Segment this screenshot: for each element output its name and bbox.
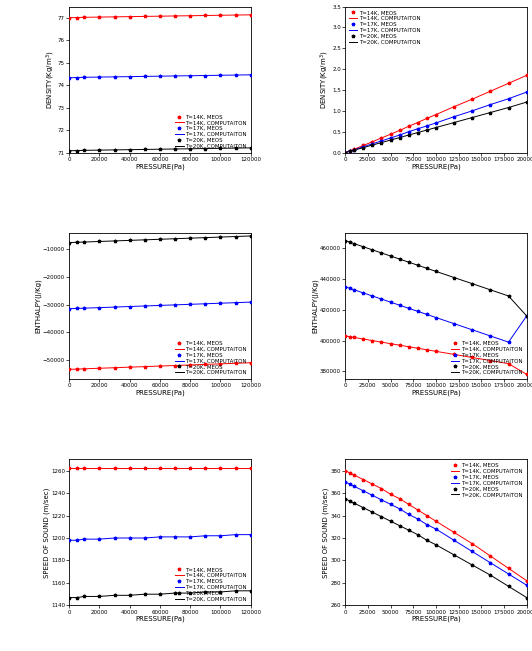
X-axis label: PRESSURE(Pa): PRESSURE(Pa): [411, 163, 461, 170]
Legend: T=14K, MEOS, T=14K, COMPUTAITON, T=17K, MEOS, T=17K, COMPUTAITON, T=20K, MEOS, T: T=14K, MEOS, T=14K, COMPUTAITON, T=17K, …: [348, 9, 422, 46]
Y-axis label: DENSITY(Kg/m$^3$): DENSITY(Kg/m$^3$): [44, 50, 56, 109]
Y-axis label: ENTHALPY(J/Kg): ENTHALPY(J/Kg): [312, 279, 319, 333]
Legend: T=14K, MEOS, T=14K, COMPUTAITON, T=17K, MEOS, T=17K, COMPUTAITON, T=20K, MEOS, T: T=14K, MEOS, T=14K, COMPUTAITON, T=17K, …: [450, 340, 524, 376]
Y-axis label: ENTHALPY(J/Kg): ENTHALPY(J/Kg): [35, 279, 41, 333]
Y-axis label: SPEED OF SOUND (m/sec): SPEED OF SOUND (m/sec): [322, 487, 329, 577]
X-axis label: PRESSURE(Pa): PRESSURE(Pa): [135, 163, 185, 170]
Y-axis label: DENSITY(Kg/m$^3$): DENSITY(Kg/m$^3$): [319, 50, 331, 109]
Legend: T=14K, MEOS, T=14K, COMPUTAITON, T=17K, MEOS, T=17K, COMPUTAITON, T=20K, MEOS, T: T=14K, MEOS, T=14K, COMPUTAITON, T=17K, …: [450, 462, 524, 499]
X-axis label: PRESSURE(Pa): PRESSURE(Pa): [411, 389, 461, 396]
X-axis label: PRESSURE(Pa): PRESSURE(Pa): [411, 616, 461, 622]
Legend: T=14K, MEOS, T=14K, COMPUTAITON, T=17K, MEOS, T=17K, COMPUTAITON, T=20K, MEOS, T: T=14K, MEOS, T=14K, COMPUTAITON, T=17K, …: [174, 340, 248, 376]
Legend: T=14K, MEOS, T=14K, COMPUTAITON, T=17K, MEOS, T=17K, COMPUTAITON, T=20K, MEOS, T: T=14K, MEOS, T=14K, COMPUTAITON, T=17K, …: [174, 566, 248, 603]
X-axis label: PRESSURE(Pa): PRESSURE(Pa): [135, 389, 185, 396]
X-axis label: PRESSURE(Pa): PRESSURE(Pa): [135, 616, 185, 622]
Legend: T=14K, MEOS, T=14K, COMPUTAITON, T=17K, MEOS, T=17K, COMPUTAITON, T=20K, MEOS, T: T=14K, MEOS, T=14K, COMPUTAITON, T=17K, …: [174, 113, 248, 150]
Y-axis label: SPEED OF SOUND (m/sec): SPEED OF SOUND (m/sec): [43, 487, 49, 577]
